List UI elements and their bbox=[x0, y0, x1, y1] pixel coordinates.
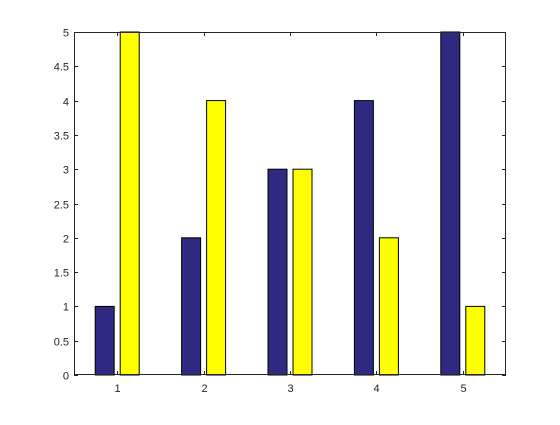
y-tick-label: 5 bbox=[63, 28, 69, 40]
y-tick-label: 1 bbox=[63, 302, 69, 314]
y-tick-label: 1.5 bbox=[54, 268, 69, 280]
bar-series2-cat2 bbox=[206, 100, 227, 376]
bar-series2-cat1 bbox=[119, 31, 140, 376]
x-tick-label: 1 bbox=[114, 383, 120, 395]
bar-series1-cat3 bbox=[267, 168, 288, 376]
y-tick-label: 0.5 bbox=[54, 337, 69, 349]
x-tick-label: 3 bbox=[287, 383, 293, 395]
bar-series1-cat4 bbox=[353, 100, 374, 376]
y-tick-label: 3.5 bbox=[54, 131, 69, 143]
bar-series2-cat5 bbox=[465, 305, 486, 376]
bar-series2-cat4 bbox=[378, 237, 399, 376]
y-tick-label: 0 bbox=[63, 371, 69, 383]
y-tick-label: 2 bbox=[63, 234, 69, 246]
bars-group bbox=[94, 31, 486, 376]
bar-series1-cat1 bbox=[94, 305, 115, 376]
bar-series1-cat5 bbox=[440, 31, 461, 376]
y-tick-label: 3 bbox=[63, 165, 69, 177]
bar-series1-cat2 bbox=[181, 237, 202, 376]
y-tick-label: 2.5 bbox=[54, 200, 69, 212]
axes-group: 1 2 3 4 5 0 0.5 1 1.5 2 2.5 3 3.5 4 4.5 5 bbox=[54, 28, 506, 395]
y-tick-label: 4 bbox=[63, 97, 69, 109]
x-tick-label: 4 bbox=[373, 383, 379, 395]
plot-area bbox=[74, 32, 506, 375]
x-tick-label: 2 bbox=[201, 383, 207, 395]
x-tick-label: 5 bbox=[460, 383, 466, 395]
y-tick-label: 4.5 bbox=[54, 62, 69, 74]
bar-series2-cat3 bbox=[292, 168, 313, 376]
